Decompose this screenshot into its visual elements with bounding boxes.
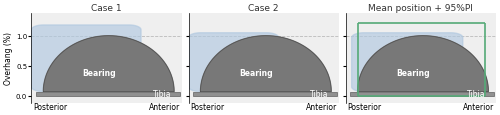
- Polygon shape: [358, 36, 488, 92]
- Title: Case 2: Case 2: [248, 4, 279, 13]
- Polygon shape: [200, 36, 331, 92]
- Text: Anterior: Anterior: [149, 102, 180, 111]
- Polygon shape: [44, 36, 174, 92]
- Polygon shape: [188, 33, 278, 92]
- Text: Posterior: Posterior: [33, 102, 67, 111]
- Polygon shape: [32, 26, 141, 92]
- Title: Mean position + 95%PI: Mean position + 95%PI: [368, 4, 473, 13]
- Bar: [193, 92, 337, 96]
- Text: Anterior: Anterior: [306, 102, 337, 111]
- Text: Tibia: Tibia: [152, 89, 171, 98]
- Y-axis label: Overhang (%): Overhang (%): [4, 32, 13, 85]
- Text: Bearing: Bearing: [82, 69, 116, 78]
- Text: Posterior: Posterior: [190, 102, 224, 111]
- Text: Tibia: Tibia: [467, 89, 485, 98]
- Text: Bearing: Bearing: [240, 69, 273, 78]
- Text: Bearing: Bearing: [396, 69, 430, 78]
- Text: Posterior: Posterior: [347, 102, 382, 111]
- Polygon shape: [352, 33, 463, 92]
- Bar: [350, 92, 494, 96]
- Text: Anterior: Anterior: [463, 102, 494, 111]
- Title: Case 1: Case 1: [91, 4, 122, 13]
- Text: Tibia: Tibia: [310, 89, 328, 98]
- Bar: [36, 92, 180, 96]
